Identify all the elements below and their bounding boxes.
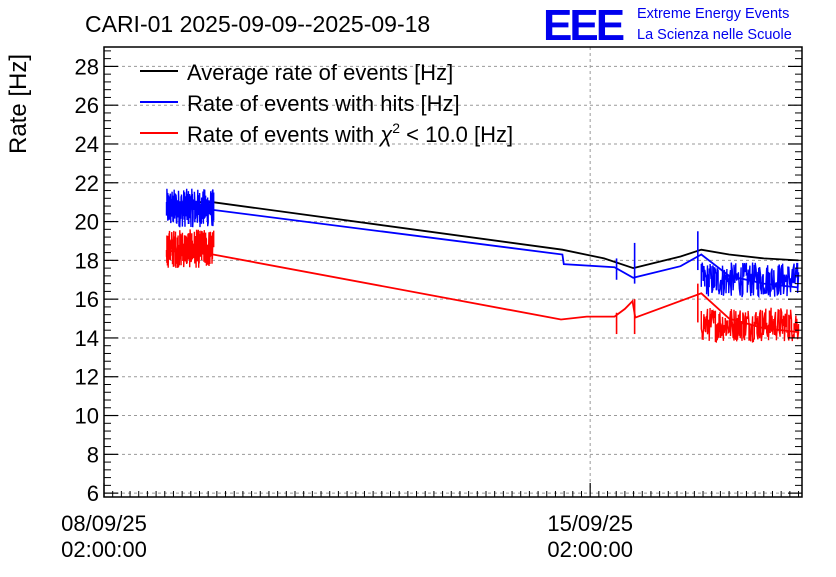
y-tick-label: 28	[75, 54, 99, 79]
logo-line-2: La Scienza nelle Scuole	[637, 27, 792, 43]
logo-letters: EEE	[543, 1, 624, 50]
series-2	[165, 229, 800, 343]
y-tick-label: 10	[75, 404, 99, 429]
series-1-noise-band	[700, 262, 800, 299]
eee-logo: EEE Extreme Energy Events La Scienza nel…	[543, 1, 792, 50]
series-layer	[165, 188, 800, 343]
plot-frame	[103, 46, 803, 498]
y-tick-label: 20	[75, 210, 99, 235]
y-axis-label: Rate [Hz]	[5, 54, 32, 154]
legend-label-average: Average rate of events [Hz]	[187, 60, 453, 85]
logo-line-1: Extreme Energy Events	[637, 6, 789, 22]
series-1	[165, 188, 800, 299]
legend-label-hits: Rate of events with hits [Hz]	[187, 91, 460, 116]
series-1-noise-band	[165, 188, 215, 228]
y-tick-label: 16	[75, 287, 99, 312]
y-tick-label: 24	[75, 132, 99, 157]
legend-item-chi2: Rate of events with χ2 < 10.0 [Hz]	[140, 120, 513, 147]
grid-lines	[103, 47, 802, 497]
legend: Average rate of events [Hz] Rate of even…	[140, 60, 513, 147]
x-tick-label-time: 02:00:00	[547, 537, 633, 562]
x-tick-label-time: 02:00:00	[61, 537, 147, 562]
y-tick-label: 26	[75, 93, 99, 118]
series-0-line	[166, 201, 799, 270]
series-1-line	[166, 207, 799, 289]
y-tick-label: 14	[75, 326, 99, 351]
y-tick-label: 8	[87, 442, 99, 467]
series-2-noise-band	[165, 229, 215, 268]
x-tick-label-date: 15/09/25	[547, 511, 633, 536]
legend-item-hits: Rate of events with hits [Hz]	[140, 91, 460, 116]
axes: 681012141618202224262808/09/2502:00:0015…	[61, 50, 802, 562]
legend-item-average: Average rate of events [Hz]	[140, 60, 453, 85]
series-0	[166, 201, 799, 270]
series-2-noise-band	[700, 307, 800, 343]
legend-label-chi2: Rate of events with χ2 < 10.0 [Hz]	[187, 120, 513, 147]
y-tick-label: 12	[75, 365, 99, 390]
y-tick-label: 18	[75, 248, 99, 273]
x-tick-label-date: 08/09/25	[61, 511, 147, 536]
y-tick-label: 22	[75, 171, 99, 196]
series-2-line	[166, 249, 799, 333]
y-tick-label: 6	[87, 481, 99, 506]
chart-title: CARI-01 2025-09-09--2025-09-18	[85, 11, 430, 37]
